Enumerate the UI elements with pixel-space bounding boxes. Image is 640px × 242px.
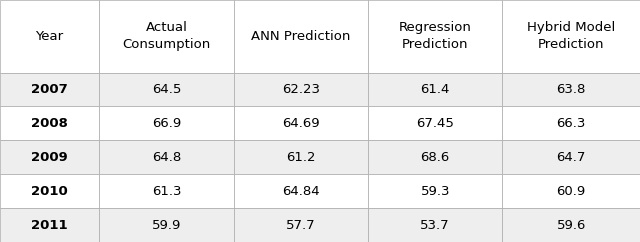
Text: 67.45: 67.45 [416, 117, 454, 130]
Bar [502, 140, 640, 174]
Text: 2008: 2008 [31, 117, 68, 130]
Text: 64.8: 64.8 [152, 151, 181, 164]
Text: 59.6: 59.6 [557, 219, 586, 232]
Bar [0, 106, 99, 140]
Text: 64.7: 64.7 [557, 151, 586, 164]
Bar [99, 140, 234, 174]
Text: 57.7: 57.7 [286, 219, 316, 232]
Text: 64.84: 64.84 [282, 185, 319, 198]
Text: 59.9: 59.9 [152, 219, 181, 232]
Text: 63.8: 63.8 [557, 83, 586, 96]
Text: 2011: 2011 [31, 219, 68, 232]
Text: 2007: 2007 [31, 83, 68, 96]
Bar [502, 174, 640, 208]
Bar [234, 174, 368, 208]
Text: 61.4: 61.4 [420, 83, 450, 96]
Bar [0, 208, 99, 242]
Text: 59.3: 59.3 [420, 185, 450, 198]
Text: 64.69: 64.69 [282, 117, 319, 130]
Bar [99, 174, 234, 208]
Bar [502, 0, 640, 73]
Text: 64.5: 64.5 [152, 83, 181, 96]
Bar [99, 208, 234, 242]
Bar [234, 73, 368, 106]
Bar [234, 140, 368, 174]
Bar [99, 106, 234, 140]
Bar [368, 140, 502, 174]
Bar [0, 73, 99, 106]
Bar [502, 73, 640, 106]
Bar [368, 106, 502, 140]
Text: 2009: 2009 [31, 151, 68, 164]
Bar [368, 208, 502, 242]
Text: 68.6: 68.6 [420, 151, 450, 164]
Text: 53.7: 53.7 [420, 219, 450, 232]
Bar [99, 0, 234, 73]
Bar [368, 0, 502, 73]
Text: 66.3: 66.3 [557, 117, 586, 130]
Bar [502, 106, 640, 140]
Bar [234, 208, 368, 242]
Text: Year: Year [36, 30, 63, 43]
Bar [234, 106, 368, 140]
Text: Actual
Consumption: Actual Consumption [122, 21, 211, 51]
Text: 61.2: 61.2 [286, 151, 316, 164]
Bar [99, 73, 234, 106]
Bar [234, 0, 368, 73]
Text: 62.23: 62.23 [282, 83, 320, 96]
Text: 60.9: 60.9 [557, 185, 586, 198]
Bar [0, 0, 99, 73]
Text: 2010: 2010 [31, 185, 68, 198]
Bar [0, 140, 99, 174]
Bar [368, 174, 502, 208]
Bar [502, 208, 640, 242]
Bar [0, 174, 99, 208]
Text: Hybrid Model
Prediction: Hybrid Model Prediction [527, 21, 615, 51]
Bar [368, 73, 502, 106]
Text: 61.3: 61.3 [152, 185, 181, 198]
Text: 66.9: 66.9 [152, 117, 181, 130]
Text: Regression
Prediction: Regression Prediction [399, 21, 472, 51]
Text: ANN Prediction: ANN Prediction [251, 30, 351, 43]
